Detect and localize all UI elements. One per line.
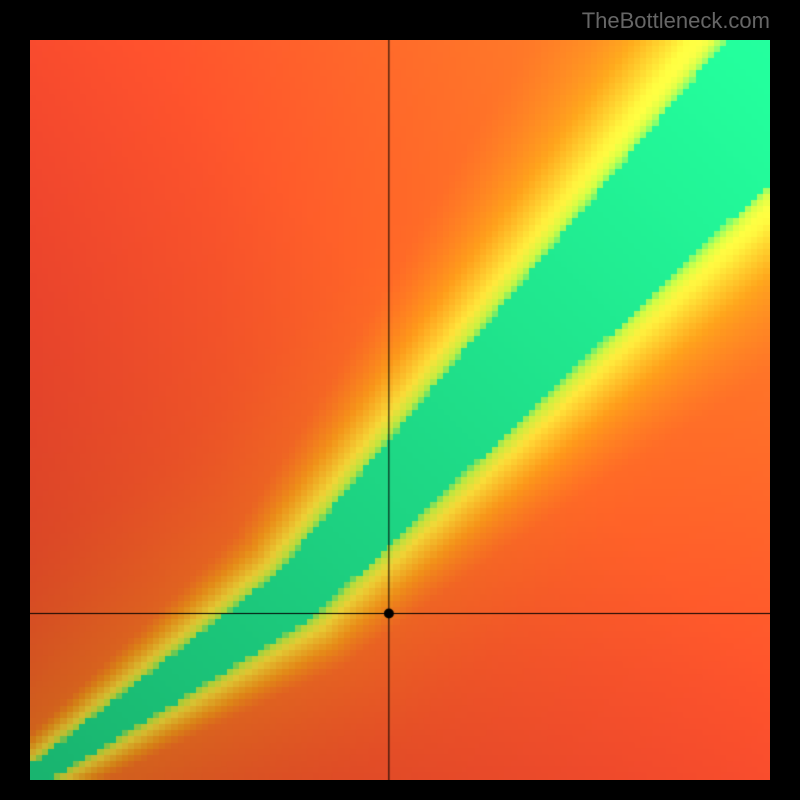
watermark-text: TheBottleneck.com	[582, 8, 770, 34]
heatmap-canvas	[30, 40, 770, 780]
chart-container: TheBottleneck.com	[0, 0, 800, 800]
plot-area	[30, 40, 770, 780]
